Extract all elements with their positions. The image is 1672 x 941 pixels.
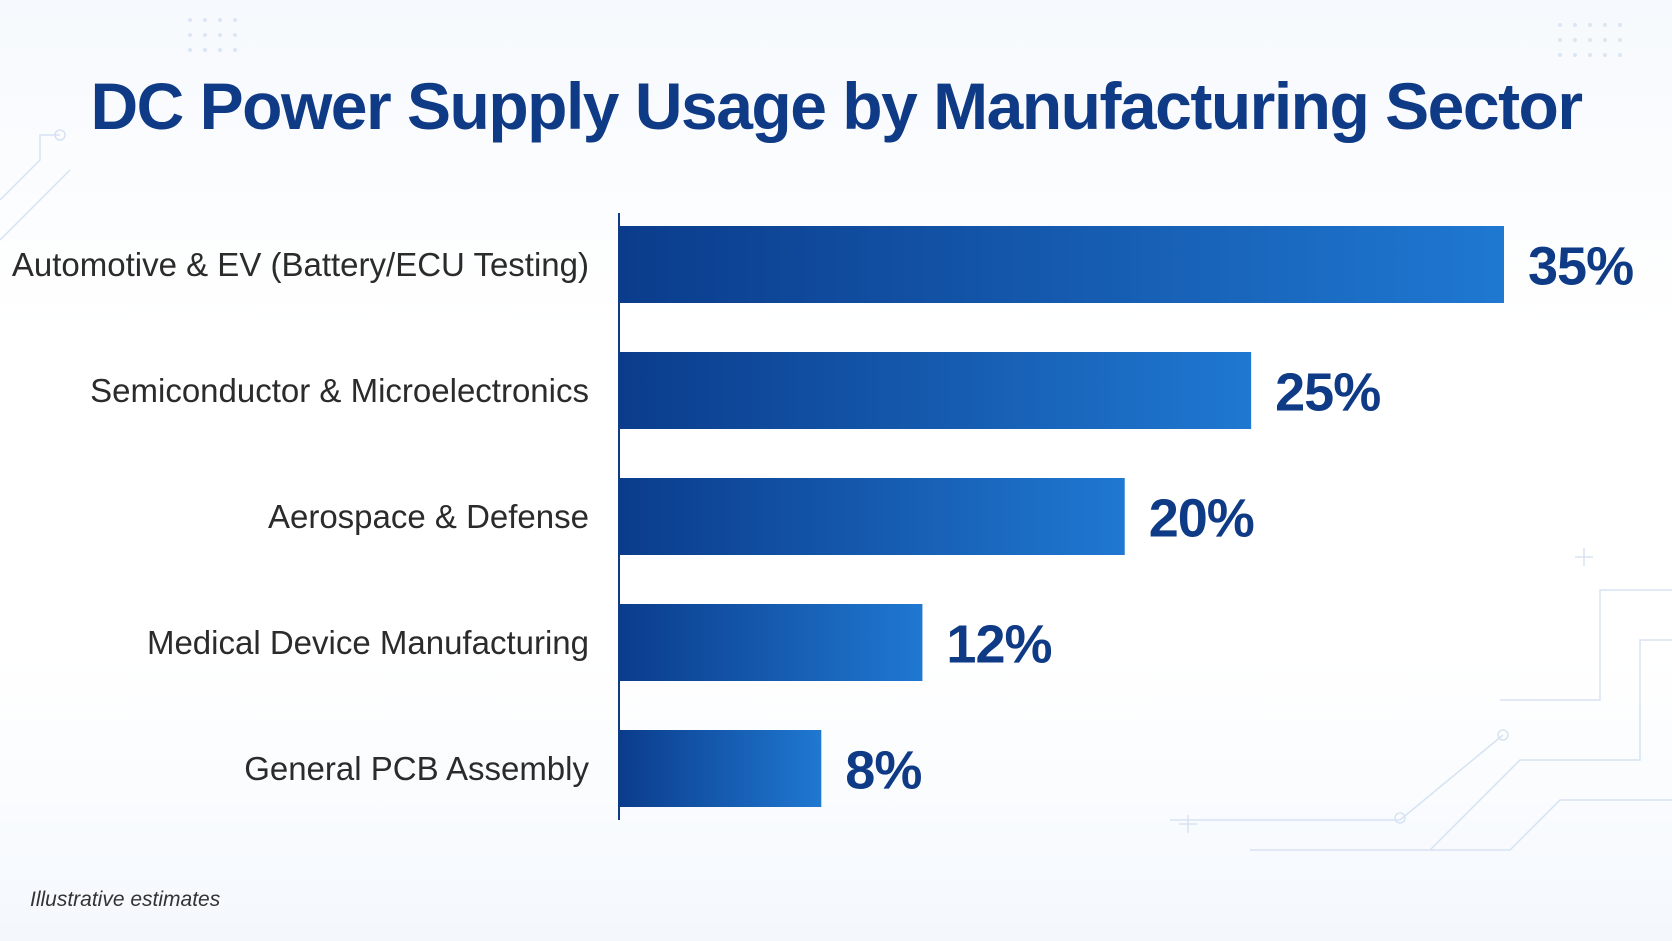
bar-4 <box>619 730 822 807</box>
category-label-1: Semiconductor & Microelectronics <box>90 372 589 409</box>
value-label-0: 35% <box>1528 237 1633 297</box>
footnote: Illustrative estimates <box>30 888 221 911</box>
value-label-3: 12% <box>946 615 1051 675</box>
value-label-4: 8% <box>845 741 921 801</box>
chart-title: DC Power Supply Usage by Manufacturing S… <box>90 69 1583 143</box>
bar-1 <box>619 352 1252 429</box>
bar-2 <box>619 478 1125 555</box>
value-label-1: 25% <box>1275 363 1380 423</box>
category-label-2: Aerospace & Defense <box>268 498 589 535</box>
value-label-2: 20% <box>1149 489 1254 549</box>
category-label-3: Medical Device Manufacturing <box>147 624 589 661</box>
bar-0 <box>619 226 1504 303</box>
bar-3 <box>619 604 923 681</box>
category-label-4: General PCB Assembly <box>244 750 589 787</box>
category-label-0: Automotive & EV (Battery/ECU Testing) <box>12 246 589 283</box>
